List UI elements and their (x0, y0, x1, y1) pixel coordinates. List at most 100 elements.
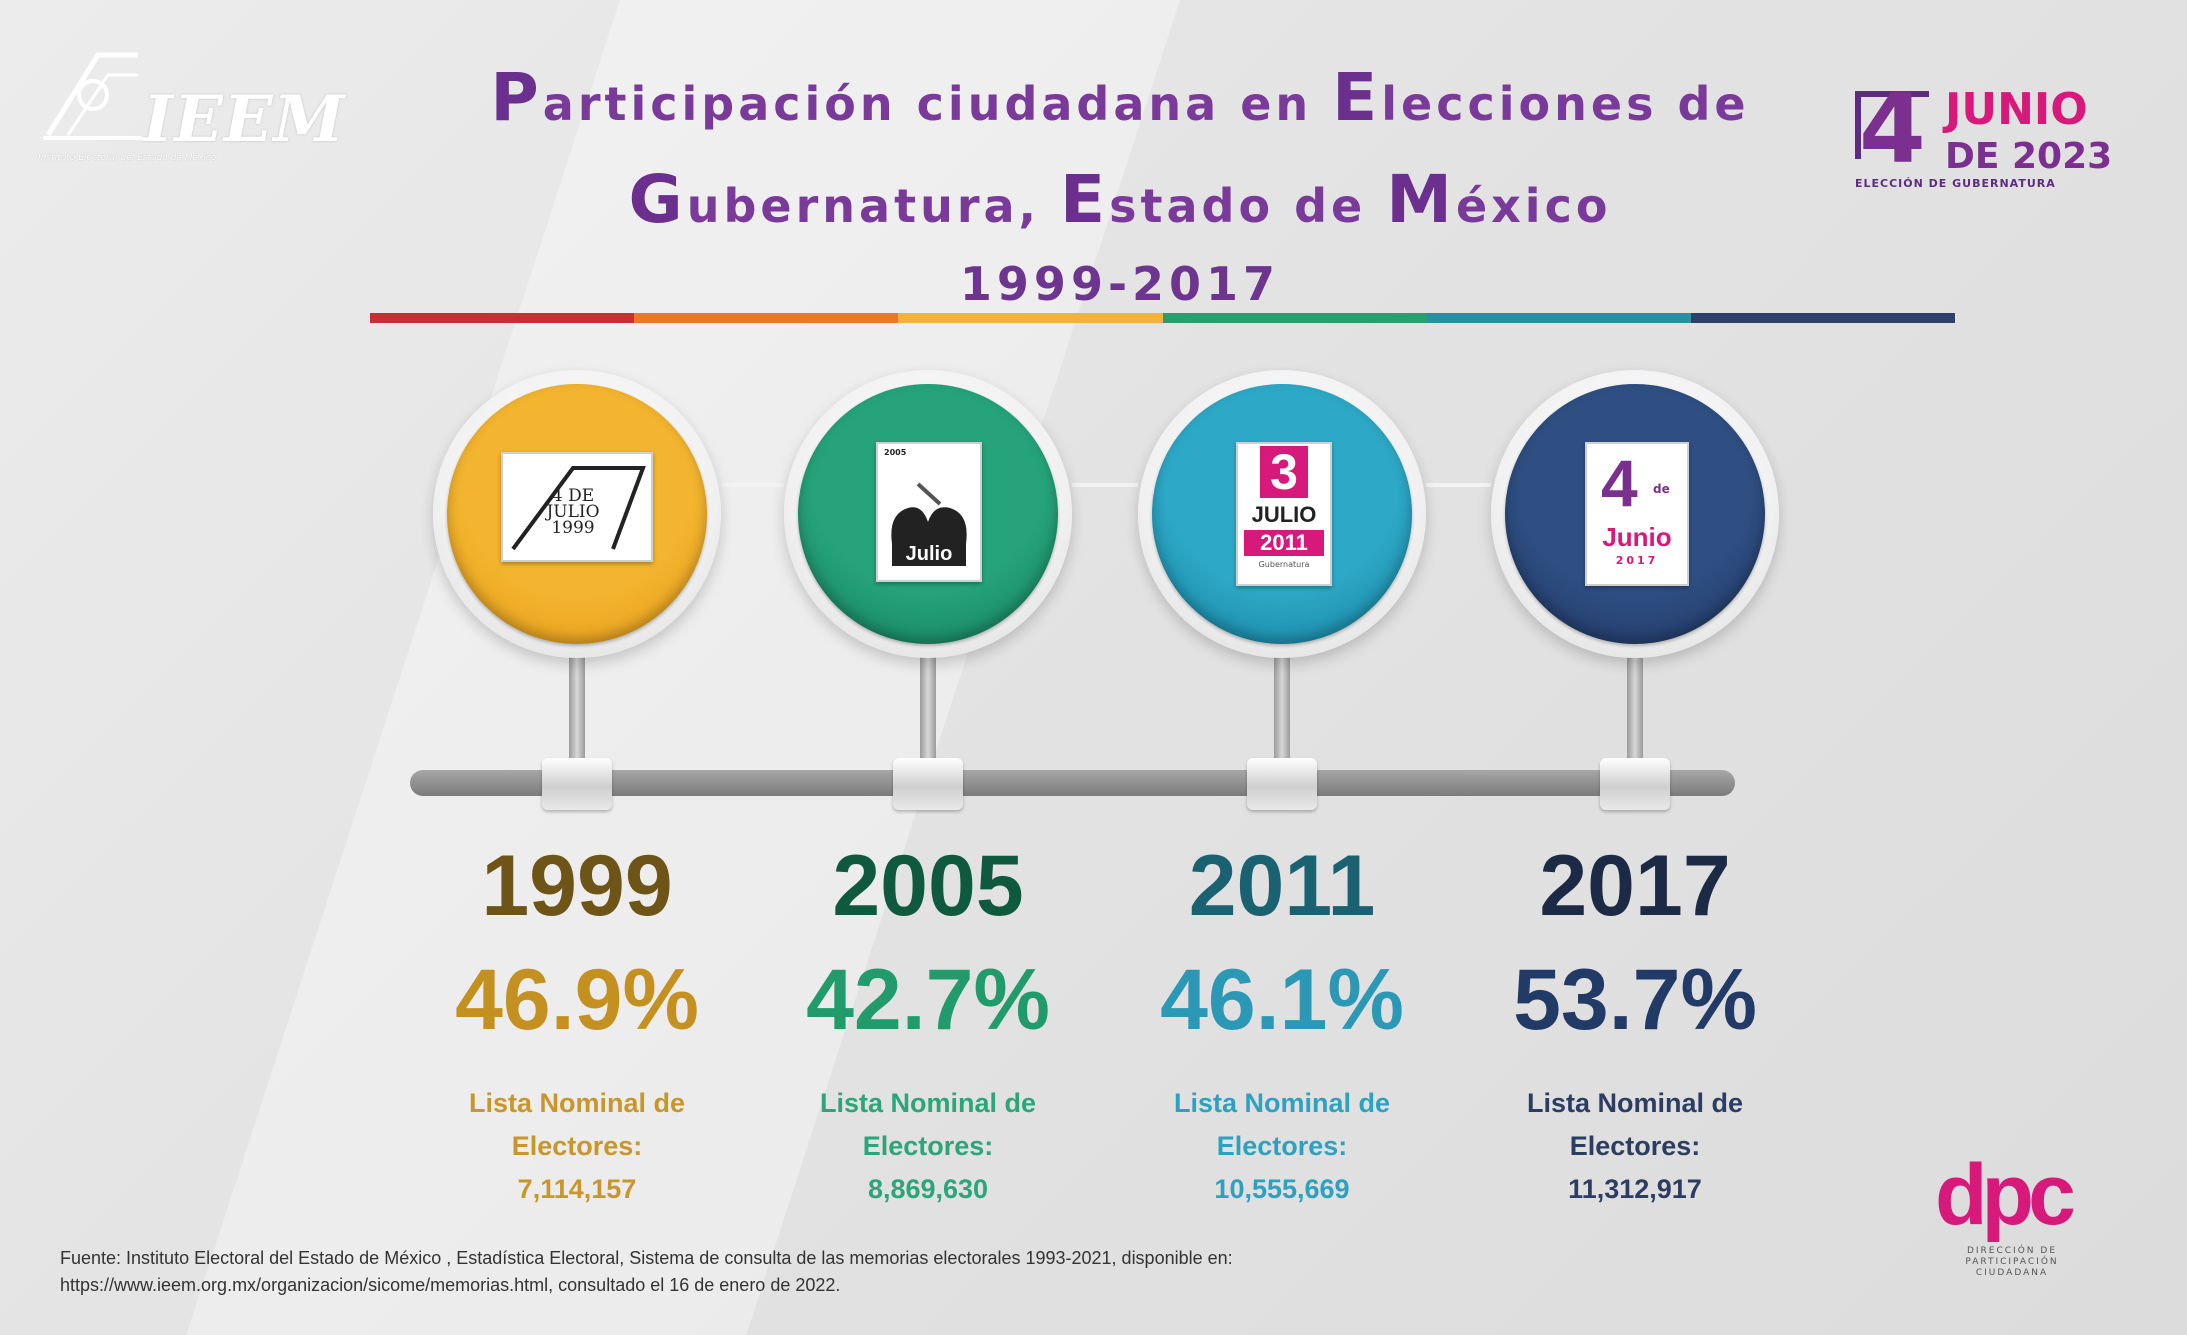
rainbow-divider (370, 313, 1956, 323)
election-2023-logo: 4 JUNIO DE 2023 ELECCIÓN DE GUBERNATURA (1855, 79, 2115, 195)
dpc-logo: dpc DIRECCIÓN DE PARTICIPACIÓN CIUDADANA (1935, 1150, 2085, 1290)
nominal-value: 8,869,630 (867, 1174, 989, 1204)
participation-value: 46.1% (1160, 952, 1404, 1048)
hands-icon (891, 482, 967, 566)
election-node-2005: 2005 Julio (784, 370, 1072, 658)
logo-day: 4 (1859, 73, 1926, 185)
emblem-text-line: JULIO (546, 502, 600, 522)
ieem-logo: IEEM Instituto Electoral del Estado de M… (38, 40, 344, 170)
nominal-value: 10,555,669 (1214, 1174, 1350, 1204)
source-note: Fuente: Instituto Electoral del Estado d… (60, 1245, 1480, 1299)
nominal-label: Electores: (862, 1131, 994, 1161)
title-word: articipación ciudadana en (542, 77, 1333, 131)
nominal-label: Lista Nominal de (1173, 1088, 1391, 1118)
nominal-value: 11,312,917 (1568, 1174, 1702, 1204)
source-line-2: https://www.ieem.org.mx/organizacion/sic… (60, 1275, 841, 1295)
timeline-stem (569, 645, 585, 785)
timeline-stem (920, 645, 936, 785)
source-line-1: Fuente: Instituto Electoral del Estado d… (60, 1248, 1233, 1268)
dpc-caption: DIRECCIÓN DE PARTICIPACIÓN CIUDADANA (1937, 1246, 2087, 1279)
timeline-clamp (542, 758, 612, 810)
title-capital: G (628, 161, 687, 238)
title-word: éxico (1455, 179, 1612, 233)
timeline-axis (410, 770, 1735, 796)
emblem-text-line: 2005 (884, 448, 907, 457)
title-line-1: Participación ciudadana en Elecciones de (360, 50, 1880, 152)
nominal-label: Electores: (1216, 1131, 1348, 1161)
election-emblem: 4 de Junio 2017 (1585, 442, 1689, 586)
emblem-text-line: 4 (1601, 446, 1638, 520)
rainbow-segment (898, 313, 1163, 323)
title-word: ubernatura, (686, 179, 1061, 233)
nominal-list: Lista Nominal de Electores: 11,312,917 (1475, 1082, 1795, 1211)
rainbow-segment (1162, 313, 1427, 323)
emblem-text-line: 4 DE (551, 486, 595, 506)
election-disc: 2005 Julio (798, 384, 1058, 644)
nominal-label: Lista Nominal de (819, 1088, 1037, 1118)
title-capital: P (490, 59, 543, 136)
rainbow-segment (1690, 313, 1956, 323)
election-emblem: 2005 Julio (876, 442, 982, 582)
rainbow-segment (634, 313, 899, 323)
timeline-stem (1274, 645, 1290, 785)
emblem-text-line: 3 (1260, 446, 1308, 498)
participation-value: 53.7% (1513, 952, 1757, 1048)
dpc-caption-line: DIRECCIÓN DE (1966, 1246, 2058, 1256)
nominal-value: 7,114,157 (517, 1174, 637, 1204)
election-disc: 3 JULIO 2011 Gubernatura (1152, 384, 1412, 644)
title-word: stado de (1109, 179, 1387, 233)
nominal-label: Lista Nominal de (468, 1088, 686, 1118)
election-emblem: 3 JULIO 2011 Gubernatura (1236, 442, 1332, 586)
nominal-list: Lista Nominal de Electores: 10,555,669 (1122, 1082, 1442, 1211)
logo-frame-icon (1855, 91, 1929, 159)
title-capital: E (1332, 59, 1382, 136)
timeline-clamp (1247, 758, 1317, 810)
election-disc: 4 DE JULIO 1999 (447, 384, 707, 644)
election-year: 2011 (1188, 838, 1376, 934)
dpc-caption-line: CIUDADANA (1975, 1268, 2049, 1278)
election-year: 1999 (481, 838, 673, 934)
rainbow-segment (1426, 313, 1691, 323)
emblem-text-line: Gubernatura (1258, 560, 1310, 569)
timeline-connector (1426, 483, 1491, 487)
dpc-caption-line: PARTICIPACIÓN (1965, 1257, 2059, 1267)
title-capital: E (1060, 161, 1110, 238)
emblem-text-line: de (1653, 482, 1670, 496)
dpc-mark: dpc (1935, 1147, 2076, 1243)
emblem-text-line: Julio (905, 543, 953, 565)
election-node-2011: 3 JULIO 2011 Gubernatura (1138, 370, 1426, 658)
title-line-2: Gubernatura, Estado de México (360, 152, 1880, 254)
election-disc: 4 de Junio 2017 (1505, 384, 1765, 644)
election-emblem: 4 DE JULIO 1999 (501, 452, 653, 562)
emblem-text-line: 2017 (1615, 554, 1659, 567)
logo-caption: ELECCIÓN DE GUBERNATURA (1855, 177, 2056, 190)
logo-month: JUNIO (1945, 84, 2088, 135)
logo-year: DE 2023 (1945, 136, 2113, 177)
timeline-clamp (1600, 758, 1670, 810)
nominal-list: Lista Nominal de Electores: 7,114,157 (417, 1082, 737, 1211)
emblem-text-line: JULIO (1251, 502, 1317, 527)
nominal-label: Electores: (511, 1131, 643, 1161)
ieem-name: IEEM (143, 82, 346, 157)
timeline-clamp (893, 758, 963, 810)
nominal-label: Lista Nominal de (1526, 1088, 1744, 1118)
emblem-text: 4 DE JULIO 1999 (533, 486, 613, 538)
timeline-stem (1627, 645, 1643, 785)
election-node-2017: 4 de Junio 2017 (1491, 370, 1779, 658)
timeline-connector (721, 483, 784, 487)
emblem-text-line: 1999 (551, 518, 595, 538)
election-year: 2005 (832, 838, 1024, 934)
emblem-frame-icon (511, 466, 646, 551)
nominal-list: Lista Nominal de Electores: 8,869,630 (768, 1082, 1088, 1211)
title-word: lecciones de (1381, 77, 1750, 131)
rainbow-segment (370, 313, 635, 323)
timeline-connector (1072, 483, 1138, 487)
ieem-emblem-icon (43, 52, 143, 140)
page-title: Participación ciudadana en Elecciones de… (360, 50, 1880, 314)
election-node-1999: 4 DE JULIO 1999 (433, 370, 721, 658)
participation-value: 46.9% (455, 952, 699, 1048)
title-years: 1999-2017 (959, 257, 1281, 311)
title-capital: M (1386, 161, 1456, 238)
emblem-text-line: Junio (1602, 522, 1672, 552)
ieem-subtitle: Instituto Electoral del Estado de México (38, 153, 217, 163)
